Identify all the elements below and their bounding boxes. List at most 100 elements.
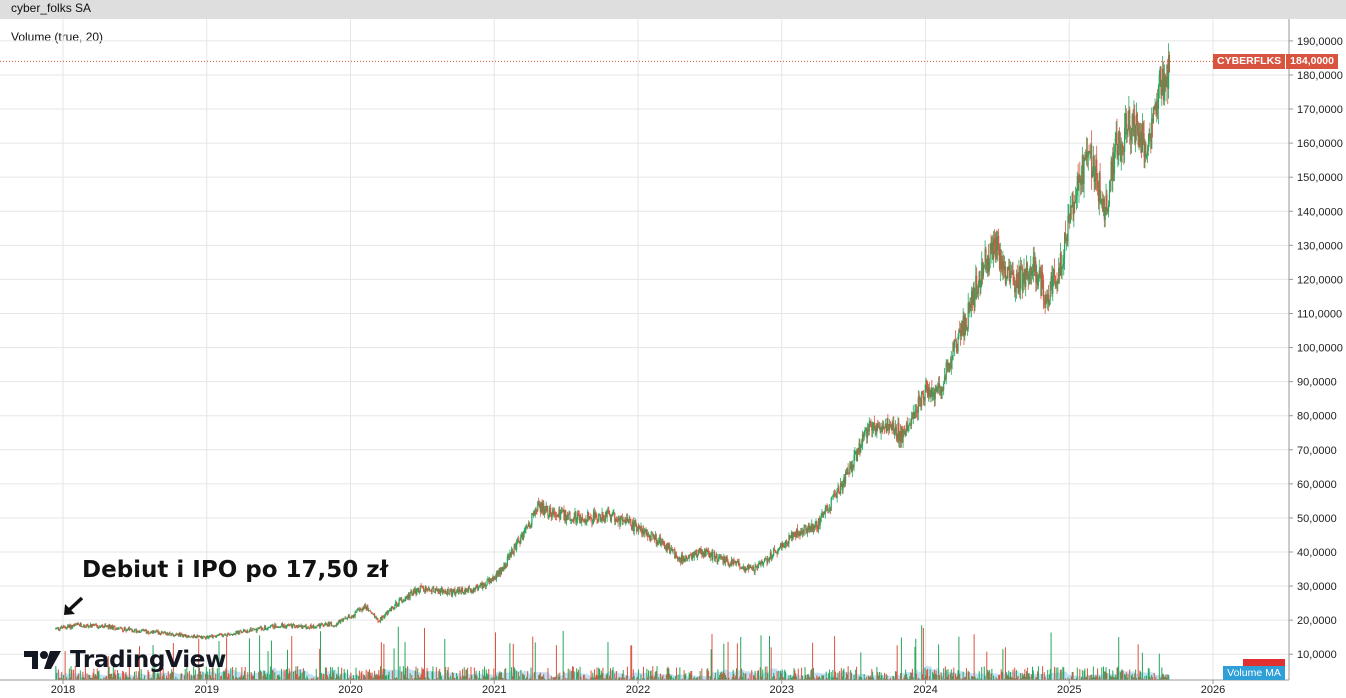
candle xyxy=(291,622,293,629)
volume-bar xyxy=(205,666,207,680)
volume-bar xyxy=(883,672,885,680)
candle xyxy=(534,507,536,518)
candle xyxy=(1134,104,1136,146)
candle xyxy=(162,632,164,635)
candle xyxy=(866,427,868,444)
volume-bar xyxy=(501,677,503,680)
candle xyxy=(554,507,556,518)
volume-bar xyxy=(971,676,973,680)
volume-bar xyxy=(1067,677,1069,680)
candle xyxy=(927,381,929,399)
candle xyxy=(154,630,156,633)
volume-bar xyxy=(950,669,952,680)
volume-bar xyxy=(741,668,743,680)
volume-bar xyxy=(259,670,261,680)
volume-bar xyxy=(237,678,239,680)
candle xyxy=(478,584,481,588)
candle xyxy=(616,517,618,523)
volume-bar xyxy=(393,648,395,680)
candle xyxy=(495,570,497,583)
candle xyxy=(184,633,186,638)
volume-bar xyxy=(755,677,757,680)
candle xyxy=(502,566,504,572)
candle xyxy=(538,500,541,509)
candle xyxy=(1117,144,1119,168)
candle xyxy=(442,589,444,595)
candle xyxy=(1167,58,1169,105)
candle xyxy=(165,632,168,636)
volume-bar xyxy=(900,672,902,680)
candle xyxy=(1113,144,1116,182)
volume-bar xyxy=(325,667,327,680)
candle xyxy=(94,623,97,626)
candle xyxy=(707,549,709,555)
candle xyxy=(235,630,237,636)
volume-bar xyxy=(851,672,853,680)
candle xyxy=(500,567,503,576)
volume-bar xyxy=(1079,669,1081,680)
candle xyxy=(809,526,811,533)
volume-bar xyxy=(303,668,305,680)
volume-bar xyxy=(108,666,110,680)
volume-bar xyxy=(752,675,754,680)
candle xyxy=(887,413,889,431)
candle xyxy=(417,587,419,592)
candle xyxy=(791,531,793,542)
candle xyxy=(116,627,119,631)
volume-bar xyxy=(988,669,990,680)
candle xyxy=(421,585,423,590)
candle xyxy=(298,624,300,628)
volume-bar xyxy=(722,671,724,680)
volume-bar xyxy=(905,669,907,680)
volume-bar xyxy=(858,676,860,680)
candle xyxy=(387,610,389,615)
candle xyxy=(869,420,871,427)
candle xyxy=(653,534,656,543)
volume-bar xyxy=(684,674,686,680)
candle xyxy=(133,630,135,633)
volume-bar xyxy=(1029,676,1031,680)
candle xyxy=(401,600,404,604)
y-axis: 10,000020,000030,000040,000050,000060,00… xyxy=(1288,19,1343,680)
volume-bar xyxy=(837,672,839,680)
volume-bar xyxy=(181,673,183,680)
candle xyxy=(655,533,657,547)
candle xyxy=(1073,201,1075,228)
candle xyxy=(201,635,203,639)
candle xyxy=(719,554,722,560)
candle xyxy=(446,588,448,597)
volume-bar xyxy=(799,678,801,680)
candle xyxy=(449,588,451,596)
volume-bar xyxy=(139,678,141,680)
volume-bar xyxy=(504,669,506,680)
candle xyxy=(319,623,322,629)
candle xyxy=(348,613,350,619)
candle xyxy=(753,569,755,575)
volume-bar xyxy=(304,678,306,680)
volume-bar xyxy=(892,675,894,680)
volume-bar xyxy=(330,666,332,680)
candle xyxy=(452,588,454,593)
candle xyxy=(222,634,224,638)
volume-bar xyxy=(1020,678,1022,680)
candle xyxy=(210,634,213,637)
candle xyxy=(532,510,535,518)
volume-bar xyxy=(484,666,486,680)
candle xyxy=(346,616,349,621)
volume-bar xyxy=(856,666,858,680)
candle xyxy=(150,630,152,634)
candle xyxy=(539,501,541,517)
tradingview-logo[interactable]: TradingView xyxy=(24,644,226,676)
candle xyxy=(98,625,100,629)
candle xyxy=(1013,269,1015,286)
volume-bar xyxy=(734,677,736,680)
candle xyxy=(1038,259,1040,282)
candle xyxy=(1034,252,1036,277)
candle xyxy=(830,496,832,512)
volume-bar xyxy=(1010,676,1012,680)
candle xyxy=(755,564,757,568)
candle xyxy=(633,519,635,536)
candle xyxy=(202,636,204,640)
candle xyxy=(796,524,798,538)
